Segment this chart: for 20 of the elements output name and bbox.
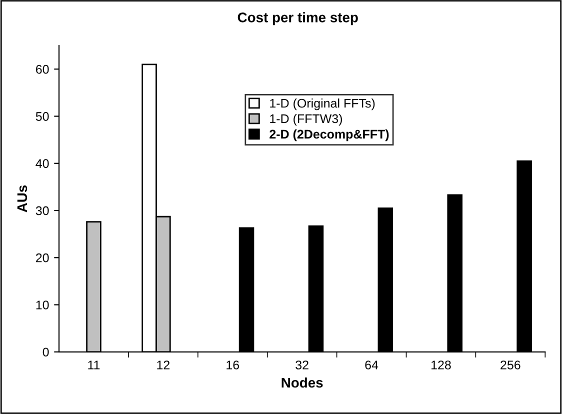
x-tick-label: 16 xyxy=(226,360,240,370)
y-tick-label: 0 xyxy=(42,348,49,357)
y-tick-label: 30 xyxy=(36,206,49,216)
x-tick-label: 12 xyxy=(157,360,170,370)
chart-title: Cost per time step xyxy=(238,12,358,26)
legend-label: 1-D (FFTW3) xyxy=(270,114,342,126)
legend-label: 1-D (Original FFTs) xyxy=(270,98,375,110)
legend-label: 2-D (2Decomp&FFT) xyxy=(270,129,389,142)
x-tick-label: 256 xyxy=(500,360,520,370)
x-tick-label: 64 xyxy=(365,360,378,370)
y-tick-label: 20 xyxy=(36,253,49,262)
x-axis-title: Nodes xyxy=(282,377,323,388)
y-tick-label: 40 xyxy=(36,159,49,168)
y-tick-label: 60 xyxy=(36,64,49,74)
x-tick-label: 32 xyxy=(296,360,308,370)
y-tick-label: 10 xyxy=(36,300,49,310)
y-tick-label: 50 xyxy=(36,112,49,121)
y-axis-title: AUs xyxy=(17,185,28,212)
x-tick-label: 128 xyxy=(431,360,451,370)
x-tick-label: 11 xyxy=(88,360,100,370)
